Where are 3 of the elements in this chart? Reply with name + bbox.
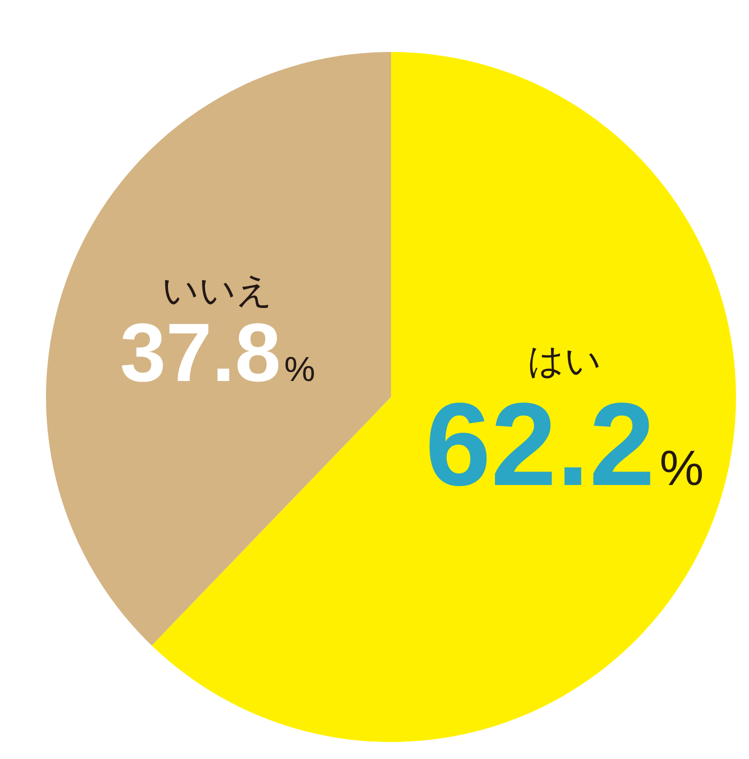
slice-label: いいえ	[162, 269, 274, 310]
data-label: 62.2%	[425, 379, 704, 512]
slice-label: はい	[527, 340, 602, 382]
